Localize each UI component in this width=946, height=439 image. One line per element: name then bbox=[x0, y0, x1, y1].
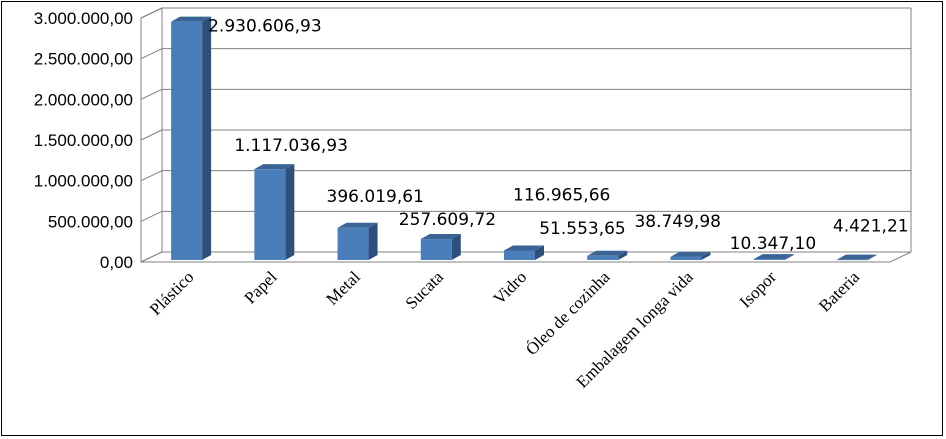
data-label: 1.117.036,93 bbox=[234, 136, 348, 156]
bar-side bbox=[535, 245, 544, 260]
data-label: 10.347,10 bbox=[730, 234, 817, 254]
bar-top bbox=[420, 234, 461, 240]
data-label: 257.609,72 bbox=[399, 210, 496, 230]
bar bbox=[420, 239, 452, 260]
bar-top bbox=[836, 254, 877, 260]
x-tick-label: Óleo de cozinha bbox=[522, 267, 614, 359]
bar-top bbox=[587, 250, 628, 256]
gridline-side bbox=[140, 88, 163, 100]
x-tick-label: Vidro bbox=[490, 267, 531, 308]
x-tick-label: Isopor bbox=[736, 267, 780, 311]
data-label: 2.930.606,93 bbox=[208, 17, 322, 37]
gridline-side bbox=[140, 170, 163, 182]
bar-top bbox=[254, 164, 295, 170]
y-tick-label: 0,00 bbox=[100, 253, 133, 272]
bar-side bbox=[202, 16, 212, 261]
bar bbox=[337, 227, 369, 260]
y-tick-label: 3.000.000,00 bbox=[34, 9, 133, 28]
bar-top bbox=[504, 245, 544, 251]
y-tick-label: 1.500.000,00 bbox=[34, 131, 133, 150]
gridline-side bbox=[140, 210, 163, 222]
bar-side bbox=[618, 250, 628, 260]
y-tick-label: 2.000.000,00 bbox=[34, 90, 133, 109]
y-tick-label: 1.000.000,00 bbox=[34, 172, 133, 191]
x-tick-label: Plástico bbox=[146, 267, 198, 319]
gridline-side bbox=[140, 129, 163, 141]
bar bbox=[504, 250, 535, 260]
data-label: 51.553,65 bbox=[539, 219, 626, 239]
data-label: 4.421,21 bbox=[833, 217, 909, 237]
bar-top bbox=[670, 251, 711, 257]
bar-side bbox=[867, 254, 877, 260]
data-label: 38.749,98 bbox=[634, 212, 721, 232]
gridline-side bbox=[140, 7, 163, 19]
bar-top bbox=[337, 222, 378, 228]
bar-side bbox=[784, 254, 794, 260]
y-tick-label: 500.000,00 bbox=[48, 212, 133, 231]
x-tick-label: Bateria bbox=[815, 267, 863, 315]
bar-side bbox=[701, 251, 711, 260]
bar bbox=[587, 255, 619, 260]
bar bbox=[753, 259, 785, 260]
bar bbox=[836, 259, 868, 261]
x-tick-label: Papel bbox=[241, 267, 281, 307]
bar-side bbox=[451, 234, 461, 260]
x-tick-label: Metal bbox=[322, 267, 364, 309]
y-tick-label: 2.500.000,00 bbox=[34, 50, 133, 69]
bar-top bbox=[753, 254, 794, 260]
x-tick-label: Sucata bbox=[402, 267, 448, 313]
data-label: 396.019,61 bbox=[327, 187, 424, 207]
bar-side bbox=[368, 222, 378, 260]
bar bbox=[670, 256, 702, 260]
gridline-side bbox=[140, 48, 163, 60]
data-label: 116.965,66 bbox=[513, 185, 610, 205]
bar-side bbox=[285, 164, 295, 260]
bar bbox=[171, 21, 203, 261]
bar-top bbox=[171, 16, 212, 22]
bar bbox=[254, 169, 286, 260]
